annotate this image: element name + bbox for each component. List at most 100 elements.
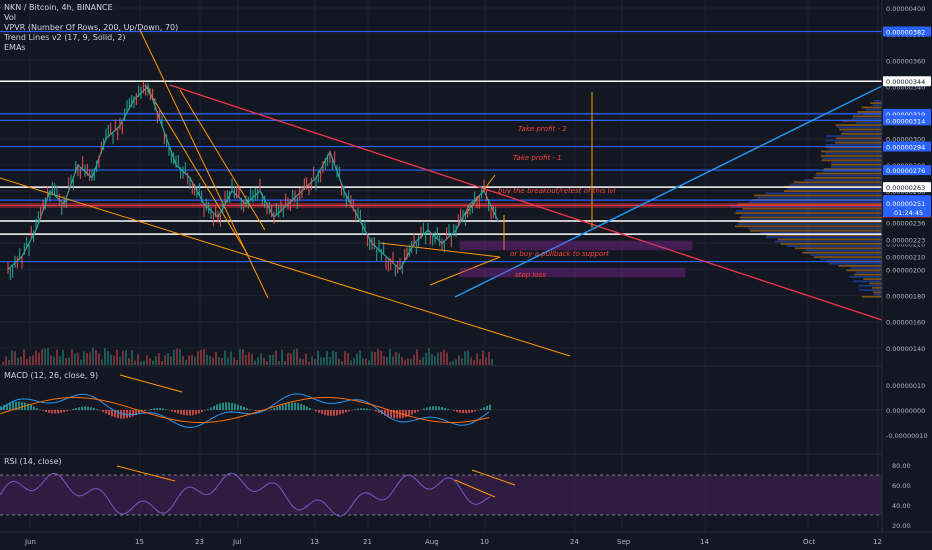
macd-hist-bar	[336, 410, 338, 415]
volume-bar	[26, 359, 28, 365]
macd-hist-bar	[165, 409, 167, 410]
macd-hist-bar	[174, 410, 176, 412]
macd-hist-bar	[213, 406, 215, 410]
volume-bar	[371, 352, 373, 365]
macd-hist-bar	[366, 409, 368, 410]
vpvr-bar-18	[825, 140, 882, 142]
macd-hist-bar	[339, 410, 341, 415]
vpvr-bar-87	[873, 291, 882, 293]
volume-bar	[434, 356, 436, 365]
vpvr-bar-67	[795, 247, 882, 249]
x-tick-label-4: 13	[310, 538, 319, 546]
macd-hist-bar	[465, 410, 467, 413]
volume-bar	[428, 348, 430, 365]
macd-hist-bar	[129, 410, 131, 417]
macd-hist-bar	[249, 409, 251, 410]
macd-hist-bar	[84, 407, 86, 410]
rsi-title: RSI (14, close)	[4, 457, 62, 467]
vpvr-bar-2	[873, 104, 882, 106]
volume-bar	[251, 354, 253, 365]
volume-bar	[281, 349, 283, 365]
volume-bar	[20, 357, 22, 365]
emas-label: EMAs	[4, 43, 178, 53]
volume-bar	[233, 357, 235, 365]
volume-bar	[377, 349, 379, 365]
macd-hist-bar	[240, 406, 242, 410]
macd-hist-bar	[219, 403, 221, 410]
vpvr-bar-38	[790, 184, 882, 186]
volume-bar	[14, 351, 16, 365]
macd-hist-bar	[414, 410, 416, 413]
vpvr-bar-63	[778, 239, 882, 241]
macd-hist-bar	[105, 410, 107, 414]
volume-bar	[443, 349, 445, 365]
macd-hist-bar	[234, 404, 236, 410]
macd-hist-bar	[51, 410, 53, 413]
macd-hist-bar	[345, 410, 347, 412]
vpvr-bar-7	[853, 115, 882, 117]
volume-bar	[134, 360, 136, 365]
volume-bar	[398, 353, 400, 365]
macd-hist-bar	[183, 410, 185, 415]
volume-bar	[107, 351, 109, 365]
vpvr-bar-51	[735, 212, 882, 214]
vpvr-bar-88	[874, 294, 882, 296]
volume-bar	[95, 350, 97, 365]
symbol-title: NKN / Bitcoin, 4h, BINANCE	[4, 3, 178, 13]
volume-bar	[80, 359, 82, 365]
volume-bar	[41, 349, 43, 365]
macd-legend: MACD (12, 26, close, 9)	[4, 371, 98, 381]
volume-bar	[419, 360, 421, 365]
macd-hist-bar	[423, 409, 425, 410]
volume-bar	[425, 353, 427, 365]
macd-hist-bar	[33, 406, 35, 410]
volume-bar	[47, 348, 49, 365]
x-tick-label-5: 21	[363, 538, 372, 546]
price-badge-label-3: 0.00000314	[886, 117, 925, 125]
volume-bar	[332, 351, 334, 365]
volume-bar	[320, 357, 322, 365]
rsi-tick-label-0: 80.00	[892, 462, 911, 470]
volume-bar	[389, 349, 391, 365]
y-tick-label-13: 0.00000140	[886, 345, 925, 353]
volume-bar	[461, 358, 463, 365]
macd-hist-bar	[459, 410, 461, 413]
macd-hist-bar	[63, 410, 65, 412]
price-badge-label-6: 0.00000263	[886, 184, 925, 192]
macd-hist-bar	[186, 410, 188, 415]
price-badge-label-11: 0.00000223	[886, 236, 925, 244]
volume-bar	[254, 361, 256, 365]
vpvr-bar-30	[831, 166, 882, 168]
volume-bar	[260, 354, 262, 365]
volume-bar	[401, 357, 403, 365]
volume-bar	[245, 355, 247, 365]
macd-hist-bar	[279, 406, 281, 410]
volume-bar	[416, 349, 418, 365]
volume-bar	[29, 356, 31, 365]
vpvr-bar-70	[811, 254, 882, 256]
macd-hist-bar	[324, 410, 326, 415]
macd-hist-bar	[225, 402, 227, 410]
price-badge-label-4: 0.00000294	[886, 144, 925, 152]
volume-bar	[113, 355, 115, 365]
macd-hist-bar	[216, 405, 218, 410]
macd-tick-label-2: -0.00000010	[886, 432, 928, 440]
vpvr-bar-1	[870, 102, 882, 104]
vpvr-bar-75	[838, 265, 882, 267]
macd-hist-bar	[12, 402, 14, 410]
macd-hist-bar	[204, 410, 206, 411]
macd-hist-bar	[429, 407, 431, 410]
macd-hist-bar	[108, 410, 110, 415]
volume-bar	[62, 350, 64, 365]
vpvr-bar-8	[852, 118, 882, 120]
macd-hist-bar	[327, 410, 329, 416]
volume-bar	[422, 357, 424, 365]
vpvr-bar-5	[857, 111, 882, 113]
vpvr-bar-68	[806, 250, 882, 252]
volume-bar	[17, 358, 19, 365]
vpvr-bar-24	[825, 153, 882, 155]
vpvr-bar-40	[787, 188, 882, 190]
vpvr-bar-57	[735, 225, 882, 227]
